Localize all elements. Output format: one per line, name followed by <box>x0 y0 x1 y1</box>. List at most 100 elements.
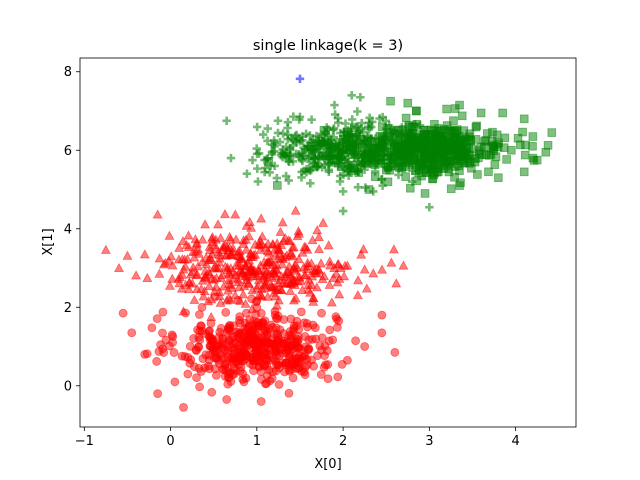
data-point <box>333 259 344 269</box>
data-point <box>261 259 272 269</box>
data-point <box>547 128 557 137</box>
data-point <box>252 344 262 353</box>
data-point <box>206 294 217 304</box>
data-point <box>515 140 525 150</box>
data-point <box>226 282 237 293</box>
data-point <box>219 208 230 219</box>
x-tick-label: 4 <box>511 434 519 449</box>
data-point <box>245 249 256 259</box>
data-point <box>398 260 409 270</box>
data-point <box>299 318 309 328</box>
data-point <box>324 279 335 289</box>
data-point <box>292 364 302 374</box>
x-tick-label: −1 <box>75 434 94 449</box>
data-point <box>283 130 293 140</box>
data-point <box>359 143 369 153</box>
data-point <box>288 373 298 383</box>
data-point <box>267 272 278 283</box>
data-point <box>423 159 433 169</box>
data-point <box>244 231 255 241</box>
data-point <box>230 209 241 219</box>
data-point <box>520 150 530 160</box>
data-point <box>205 335 215 345</box>
data-point <box>158 328 167 338</box>
data-point <box>385 166 394 175</box>
data-point <box>308 292 319 302</box>
y-axis: 0 2 4 6 8 <box>64 65 80 394</box>
data-point <box>334 316 344 326</box>
data-point <box>242 169 252 178</box>
data-point <box>284 176 293 185</box>
data-point <box>303 284 314 294</box>
data-point <box>234 344 244 354</box>
data-point <box>271 265 282 275</box>
data-point <box>359 127 368 137</box>
data-point <box>122 250 133 260</box>
data-point <box>324 167 334 176</box>
data-point <box>307 115 316 124</box>
data-point <box>528 141 537 151</box>
data-point <box>298 132 307 141</box>
data-point <box>323 374 333 384</box>
data-point <box>213 262 224 273</box>
data-point <box>241 244 252 254</box>
data-point <box>214 290 225 301</box>
y-tick-label: 8 <box>64 65 72 80</box>
data-point <box>314 244 325 254</box>
x-tick-label: 3 <box>425 434 433 449</box>
data-point <box>320 151 330 161</box>
data-point <box>439 164 449 173</box>
data-point <box>282 148 292 157</box>
data-point <box>459 126 469 135</box>
data-point <box>406 183 415 193</box>
data-point <box>528 132 538 141</box>
data-point <box>449 116 458 125</box>
data-point <box>383 177 393 187</box>
data-point <box>338 187 348 196</box>
data-point <box>238 238 249 248</box>
data-point <box>288 251 299 261</box>
data-point <box>316 370 326 379</box>
data-point <box>253 318 263 327</box>
data-point <box>306 179 315 188</box>
data-point <box>377 310 387 320</box>
data-point <box>180 352 190 361</box>
data-point <box>218 334 228 344</box>
plot-frame <box>79 57 577 428</box>
data-point <box>218 353 228 363</box>
data-point <box>300 270 311 280</box>
data-point <box>220 261 231 271</box>
data-point <box>370 172 380 181</box>
data-point <box>247 303 258 314</box>
data-point <box>197 303 207 312</box>
data-point <box>317 163 327 172</box>
data-point <box>334 289 345 299</box>
data-point <box>192 346 201 355</box>
data-point <box>359 264 370 274</box>
x-axis: −1 0 1 2 3 4 <box>75 427 520 449</box>
data-point <box>256 213 267 223</box>
data-point <box>401 113 411 123</box>
data-point <box>248 267 258 277</box>
data-point <box>270 347 280 357</box>
data-point <box>455 181 464 190</box>
data-point <box>179 254 190 264</box>
data-point <box>353 183 363 192</box>
data-point <box>300 351 310 360</box>
data-point <box>484 167 493 177</box>
data-point <box>127 328 137 338</box>
data-point <box>447 141 457 150</box>
data-point <box>189 294 200 304</box>
data-point <box>199 285 210 296</box>
data-point <box>258 130 268 139</box>
data-point <box>272 173 282 183</box>
data-point <box>318 217 329 227</box>
data-point <box>332 277 343 287</box>
data-point <box>185 341 195 351</box>
data-point <box>224 268 235 279</box>
x-axis-title: X[0] <box>314 457 341 472</box>
data-point <box>302 244 313 254</box>
data-point <box>303 279 314 289</box>
data-point <box>280 271 291 281</box>
